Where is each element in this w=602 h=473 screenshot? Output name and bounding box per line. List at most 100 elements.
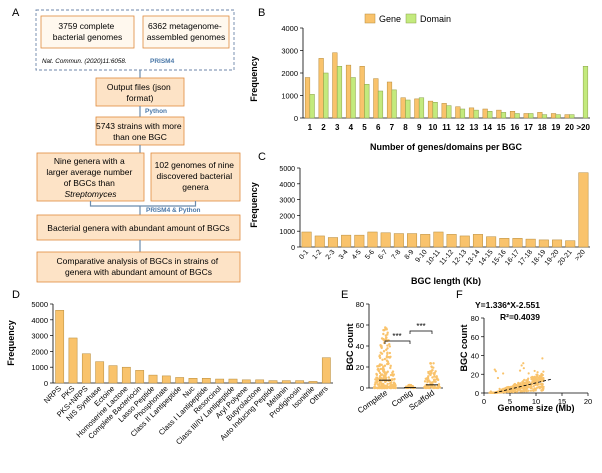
- chart-d-bar: [135, 370, 145, 384]
- chart-b-bar-domain: [446, 105, 452, 119]
- chart-b-bar-domain: [500, 112, 507, 119]
- chart-e-point: [432, 380, 436, 383]
- chart-b-xtick-label: 1: [308, 123, 313, 132]
- tool-label-prism4-python: PRISM4 & Python: [146, 207, 201, 214]
- chart-d-bar: [161, 375, 171, 384]
- chart-e-point: [385, 338, 388, 342]
- chart-f-point: [537, 383, 540, 386]
- chart-c-bar: [552, 239, 563, 248]
- chart-f-point: [513, 387, 516, 391]
- chart-e-point: [383, 357, 387, 361]
- chart-e-point: [429, 385, 432, 388]
- chart-d-bar: [321, 357, 331, 384]
- chart-e-sig-bracket-1: [384, 340, 411, 344]
- chart-b-bar-domain: [336, 66, 343, 119]
- chart-f-point: [525, 379, 528, 382]
- panel-a: A 3759 complete bacterial genomes 6362 m…: [12, 7, 241, 283]
- chart-e-point: [432, 366, 435, 369]
- chart-c-bar: [499, 238, 510, 248]
- chart-c-ytick-label: 0: [291, 245, 295, 252]
- chart-c-xtick-label: 3-4: [338, 249, 350, 261]
- chart-f-point: [518, 369, 522, 372]
- chart-f-point: [523, 382, 526, 385]
- chart-c-bar: [301, 231, 312, 248]
- chart-b-ylabel: Frequency: [249, 56, 259, 102]
- chart-e-point: [427, 386, 430, 390]
- chart-b-bar-domain: [405, 99, 411, 119]
- chart-e-point: [429, 362, 433, 365]
- chart-c-bar: [446, 234, 457, 248]
- nine-genera-box: [36, 152, 145, 202]
- chart-f-point: [529, 389, 533, 392]
- chart-b-bar-gene: [318, 58, 324, 119]
- chart-b-bar-domain: [541, 114, 548, 119]
- chart-e-point: [384, 374, 387, 377]
- panel-label-d: D: [12, 289, 20, 301]
- chart-f-point: [521, 380, 524, 384]
- chart-e-sig-label-2: ***: [416, 322, 425, 331]
- chart-e-point: [382, 332, 385, 336]
- discovered-genomes-box: [150, 152, 241, 202]
- chart-b-xtick-label: 11: [442, 123, 451, 132]
- chart-e-point: [385, 348, 388, 352]
- tool-label-python: Python: [145, 108, 167, 115]
- panel-label-a: A: [12, 7, 20, 19]
- chart-f-point: [542, 370, 545, 373]
- chart-c-bar: [578, 172, 589, 248]
- chart-f-point: [525, 387, 529, 390]
- chart-f-ytick-label: 40: [471, 352, 479, 361]
- chart-c-xtick-label: 4-5: [351, 249, 363, 261]
- chart-f-point: [527, 389, 530, 392]
- chart-f-point: [527, 372, 530, 375]
- chart-f-point: [520, 364, 523, 367]
- chart-f-point: [534, 383, 537, 387]
- chart-c-plot: 0 1000 2000 3000 4000 5000 0-1 1-2 2-3 3-4 4-5 5-6 6…: [279, 166, 590, 267]
- chart-c-bar: [367, 231, 378, 248]
- chart-c-xtick-label: 6-7: [377, 249, 389, 261]
- chart-f-point: [533, 369, 536, 373]
- chart-f-point: [496, 376, 500, 380]
- chart-e-ytick-label: 80: [356, 300, 364, 309]
- chart-c-bar: [341, 234, 352, 248]
- chart-b-bar-gene: [496, 109, 502, 119]
- chart-b-bar-domain: [377, 90, 384, 119]
- chart-d-ytick-label: 0: [44, 379, 48, 388]
- chart-e-point: [380, 386, 383, 389]
- chart-b-xtick-label: 7: [390, 123, 395, 132]
- chart-f-point: [511, 389, 514, 392]
- chart-f-point: [528, 380, 531, 384]
- chart-f-point: [536, 381, 539, 384]
- chart-e-point: [386, 360, 389, 363]
- chart-e-point: [376, 383, 380, 386]
- chart-d-bar: [188, 378, 198, 384]
- chart-f-point: [538, 375, 541, 378]
- chart-d-bar: [241, 379, 251, 384]
- chart-e-point: [376, 386, 380, 390]
- chart-f-r2: R²=0.4039: [500, 312, 540, 322]
- chart-b-bar-gene: [373, 78, 379, 119]
- chart-e-point: [380, 337, 384, 340]
- chart-b-bar-gene: [400, 97, 406, 119]
- chart-e-sig-bracket-2: [409, 330, 433, 334]
- chart-e-point: [389, 381, 393, 384]
- chart-c-bar: [538, 239, 549, 248]
- chart-e-point: [386, 331, 389, 334]
- chart-f-point: [517, 387, 521, 391]
- chart-e-point: [427, 379, 430, 382]
- chart-b-xtick-label: 3: [335, 123, 340, 132]
- chart-f-xtick-label: 5: [508, 397, 512, 406]
- chart-d-ylabel: Frequency: [6, 320, 16, 366]
- chart-b-bar-domain: [432, 102, 438, 119]
- chart-b-bar-gene: [427, 100, 434, 119]
- chart-b-xtick-label: >20: [576, 123, 590, 132]
- chart-f-point: [517, 382, 520, 385]
- chart-d-bar: [108, 365, 118, 384]
- chart-f-ytick-label: 60: [471, 333, 479, 342]
- chart-f-point: [510, 386, 513, 389]
- strains-box: [95, 116, 185, 146]
- chart-e-point: [388, 351, 392, 355]
- chart-e-point: [390, 378, 394, 381]
